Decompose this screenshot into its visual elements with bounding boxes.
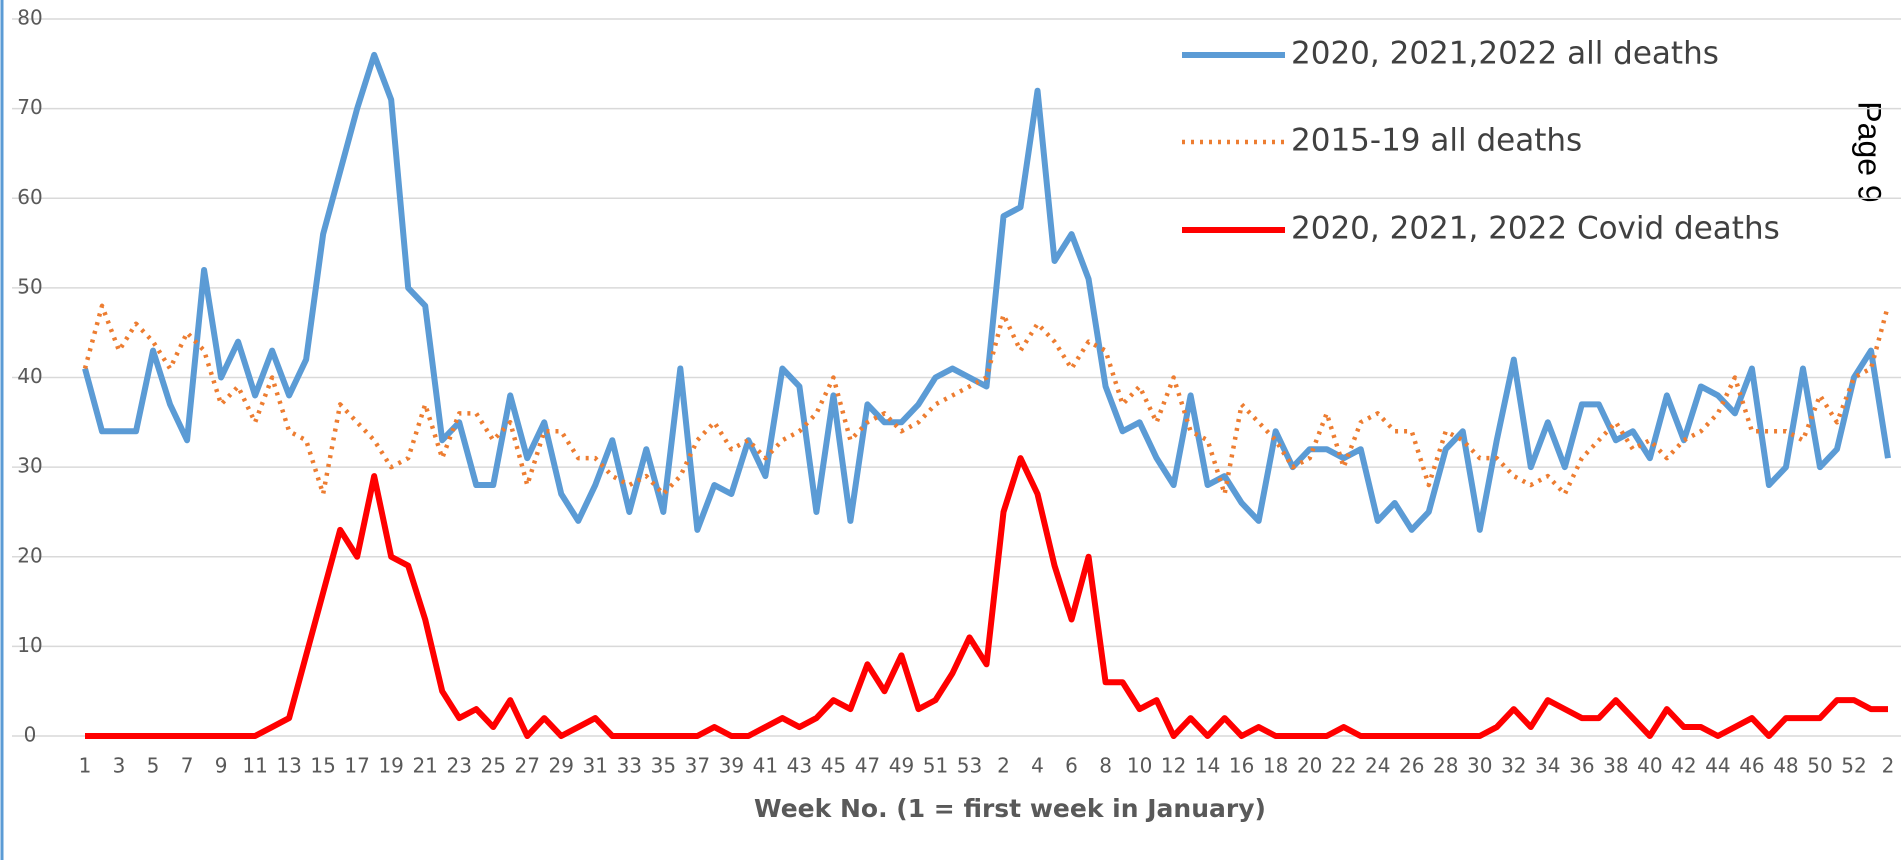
x-tick-label: 8: [1099, 754, 1112, 778]
x-tick-label: 35: [651, 754, 676, 778]
legend-entry: 2020, 2021,2022 all deaths: [1182, 36, 1719, 72]
y-tick-label: 30: [17, 454, 42, 478]
y-tick-label: 80: [17, 6, 42, 30]
x-tick-label: 18: [1263, 754, 1288, 778]
x-tick-label: 20: [1297, 754, 1322, 778]
x-tick-label: 7: [181, 754, 194, 778]
x-tick-label: 37: [685, 754, 710, 778]
x-tick-label: 3: [113, 754, 126, 778]
x-tick-label: 6: [1065, 754, 1078, 778]
x-tick-label: 46: [1739, 754, 1764, 778]
x-tick-label: 51: [923, 754, 948, 778]
legend-label: 2020, 2021,2022 all deaths: [1291, 36, 1719, 72]
x-tick-label: 19: [378, 754, 403, 778]
x-tick-label: 41: [753, 754, 778, 778]
x-tick-label: 29: [549, 754, 574, 778]
x-axis-label: Week No. (1 = first week in January): [754, 794, 1266, 823]
x-tick-label: 23: [446, 754, 471, 778]
x-tick-label: 15: [310, 754, 335, 778]
x-tick-label: 47: [855, 754, 880, 778]
x-tick-label: 12: [1161, 754, 1186, 778]
legend-entry: 2015-19 all deaths: [1182, 123, 1582, 159]
x-tick-label: 48: [1773, 754, 1798, 778]
x-tick-label: 32: [1501, 754, 1526, 778]
x-tick-label: 14: [1195, 754, 1220, 778]
legend-entry: 2020, 2021, 2022 Covid deaths: [1182, 211, 1780, 247]
x-tick-label: 49: [889, 754, 914, 778]
x-tick-label: 33: [617, 754, 642, 778]
legend-label: 2015-19 all deaths: [1291, 123, 1582, 159]
x-tick-label: 4: [1031, 754, 1044, 778]
page-label: Page 9: [1852, 101, 1888, 202]
data-line: [82, 303, 1891, 497]
x-tick-label: 16: [1229, 754, 1254, 778]
y-tick-label: 70: [17, 95, 42, 119]
x-tick-label: 45: [821, 754, 846, 778]
x-tick-label: 1: [79, 754, 92, 778]
x-tick-label: 22: [1331, 754, 1356, 778]
x-tick-label: 13: [276, 754, 301, 778]
x-tick-label: 2: [1882, 754, 1895, 778]
x-tick-label: 36: [1569, 754, 1594, 778]
x-tick-label: 53: [957, 754, 982, 778]
x-tick-label: 5: [147, 754, 160, 778]
y-tick-label: 10: [17, 633, 42, 657]
x-tick-label: 39: [719, 754, 744, 778]
x-tick-label: 34: [1535, 754, 1560, 778]
data-line: [85, 455, 1888, 739]
x-tick-label: 25: [480, 754, 505, 778]
y-tick-label: 40: [17, 364, 42, 388]
y-tick-label: 60: [17, 185, 42, 209]
x-tick-label: 10: [1127, 754, 1152, 778]
x-tick-label: 27: [515, 754, 540, 778]
x-tick-label: 44: [1705, 754, 1730, 778]
x-tick-label: 2: [997, 754, 1010, 778]
x-tick-label: 38: [1603, 754, 1628, 778]
x-tick-label: 17: [344, 754, 369, 778]
y-tick-label: 50: [17, 274, 42, 298]
x-tick-label: 24: [1365, 754, 1390, 778]
x-tick-label: 40: [1637, 754, 1662, 778]
x-tick-label: 30: [1467, 754, 1492, 778]
x-tick-label: 50: [1807, 754, 1832, 778]
data-line: [82, 51, 1891, 533]
x-tick-label: 28: [1433, 754, 1458, 778]
x-tick-label: 9: [215, 754, 228, 778]
x-tick-label: 11: [242, 754, 267, 778]
x-tick-label: 31: [583, 754, 608, 778]
y-tick-label: 0: [24, 723, 37, 747]
legend-label: 2020, 2021, 2022 Covid deaths: [1291, 211, 1780, 247]
x-tick-label: 26: [1399, 754, 1424, 778]
x-tick-label: 42: [1671, 754, 1696, 778]
y-tick-label: 20: [17, 543, 42, 567]
x-tick-label: 21: [412, 754, 437, 778]
x-tick-label: 52: [1841, 754, 1866, 778]
x-tick-label: 43: [787, 754, 812, 778]
